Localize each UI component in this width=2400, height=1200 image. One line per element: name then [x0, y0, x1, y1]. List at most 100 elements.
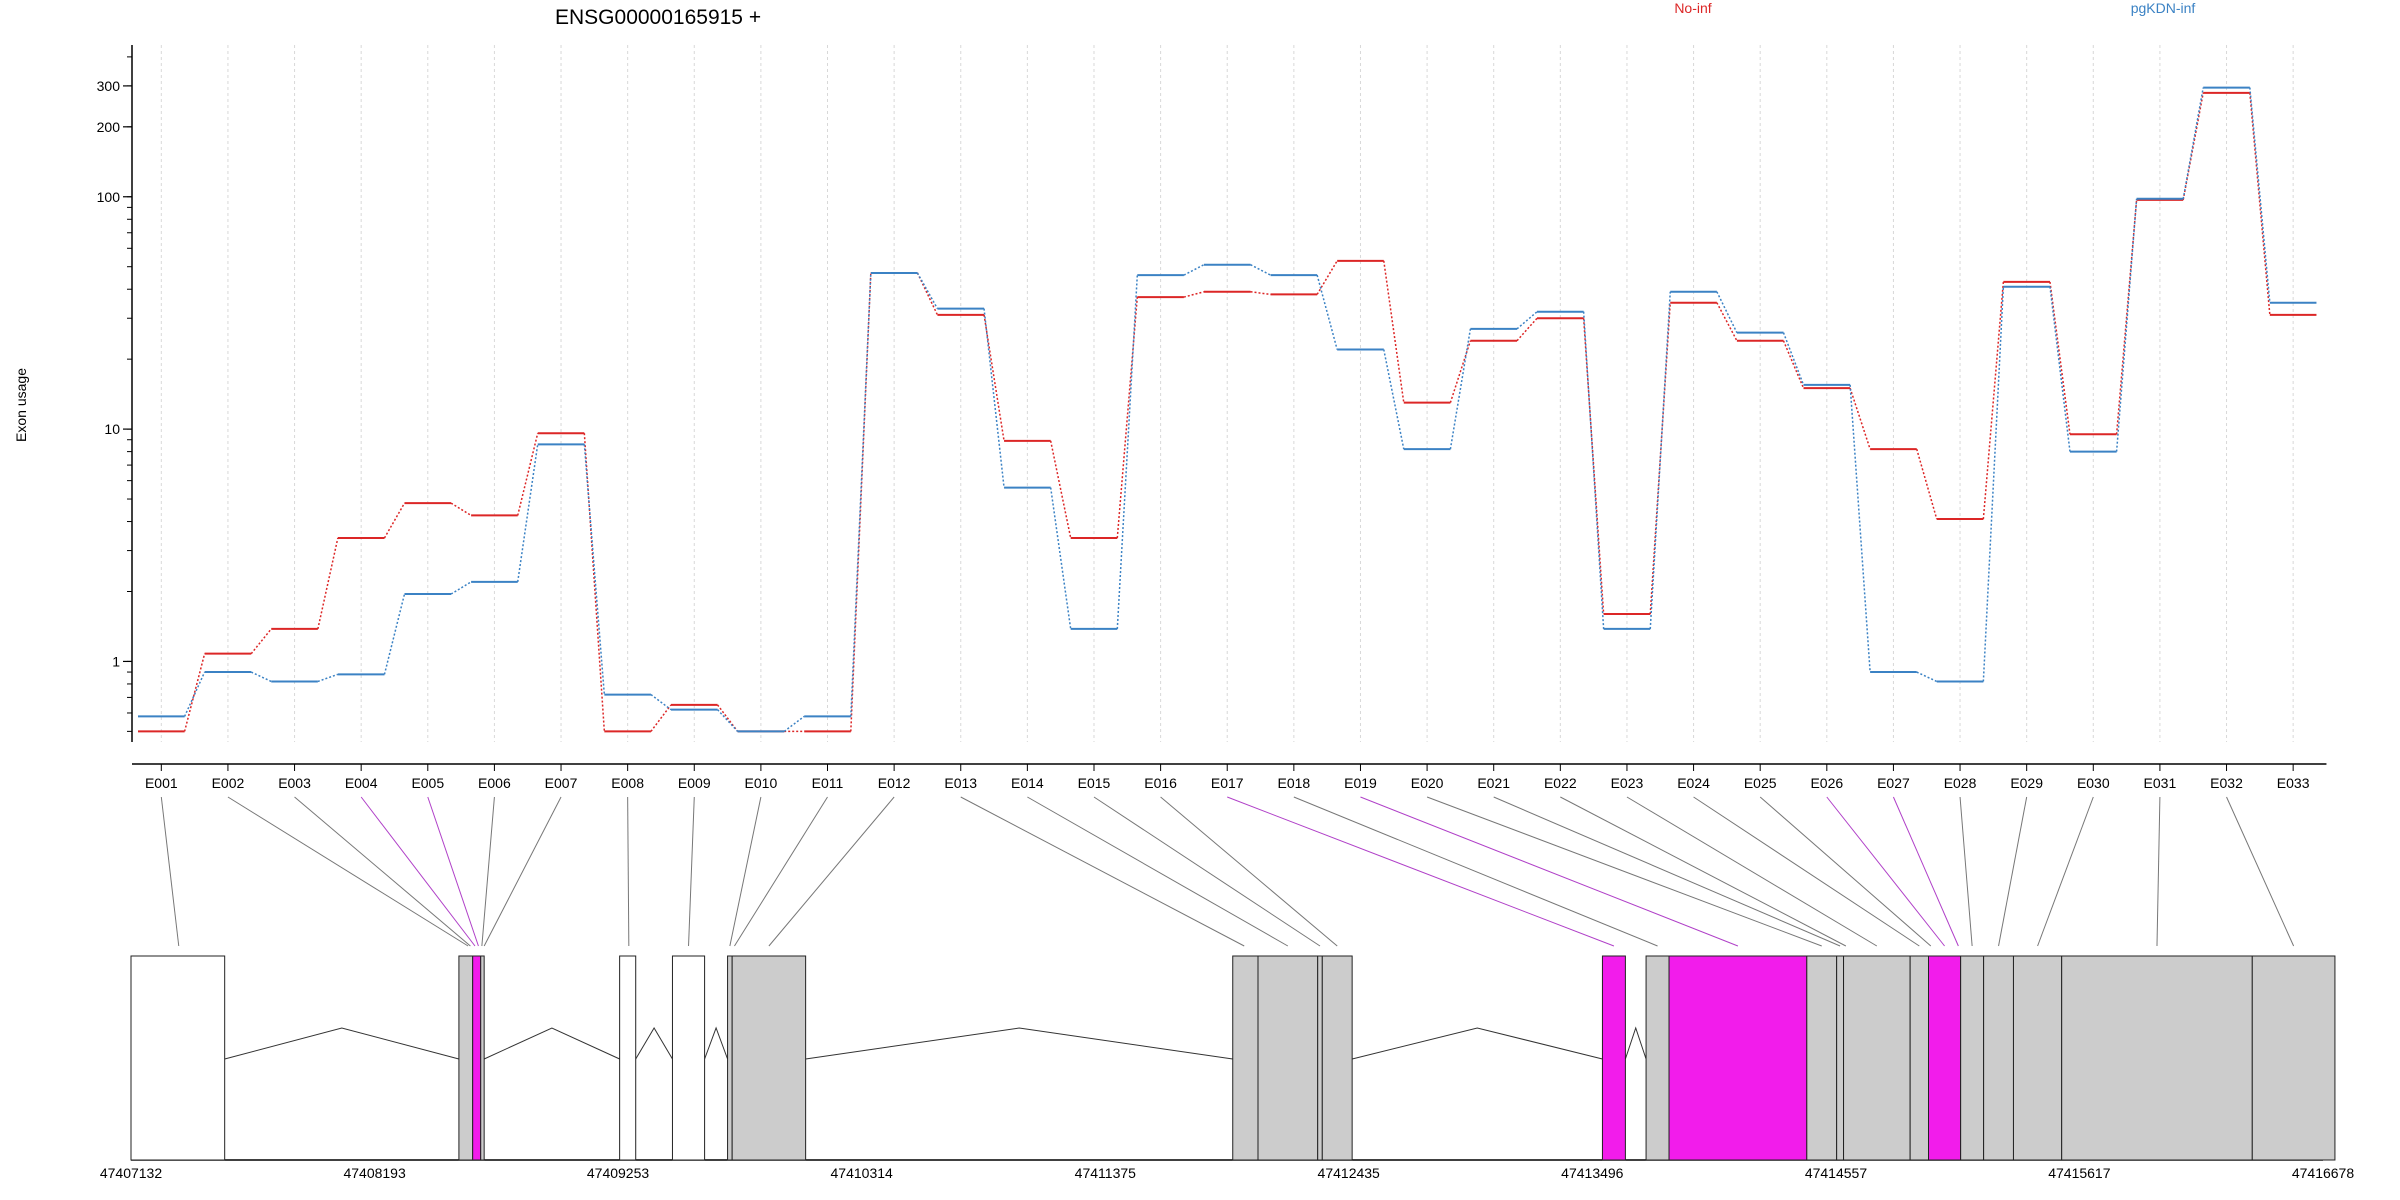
- exon-box: [1843, 955, 1911, 1161]
- exon-link-line: [427, 796, 479, 947]
- exon-link-line: [1693, 796, 1920, 947]
- exon-box: [1601, 955, 1626, 1161]
- series-connector: [1916, 448, 1938, 520]
- series-connector: [1516, 311, 1538, 330]
- exon-link-line: [1160, 796, 1338, 947]
- exon-box: [671, 955, 706, 1161]
- series-connector: [650, 693, 672, 711]
- exon-box: [2012, 955, 2063, 1161]
- genomic-tick-label: 47413496: [1561, 1165, 1624, 1181]
- series-connector: [450, 581, 472, 595]
- series-connector: [317, 537, 339, 630]
- series-connector: [916, 272, 939, 309]
- x-tick-label-e014: E014: [1011, 775, 1044, 791]
- legend-label-no-inf: No-inf: [1674, 0, 1711, 16]
- series-connector: [1916, 671, 1938, 683]
- x-tick-label-e020: E020: [1411, 775, 1444, 791]
- series-connector: [716, 704, 739, 732]
- x-tick-label-e017: E017: [1211, 775, 1244, 791]
- intron-line: [1352, 1027, 1603, 1060]
- genomic-tick-label: 47407132: [100, 1165, 163, 1181]
- series-connector: [650, 704, 672, 732]
- genomic-tick-label: 47409253: [587, 1165, 650, 1181]
- exon-box: [727, 955, 733, 1161]
- intron-line: [635, 1027, 673, 1060]
- exon-box: [458, 955, 474, 1161]
- series-connector: [916, 272, 939, 316]
- exon-box: [1928, 955, 1962, 1161]
- series-connector: [2249, 92, 2271, 316]
- series-connector: [1849, 384, 1871, 673]
- exon-box: [1806, 955, 1838, 1161]
- exon-link-line: [1759, 796, 1932, 947]
- series-connector: [983, 314, 1005, 441]
- exon-box: [1668, 955, 1808, 1161]
- intron-line: [1624, 1026, 1647, 1060]
- exon-link-line: [1227, 796, 1615, 947]
- exon-box: [2251, 955, 2336, 1161]
- exon-link-line: [688, 796, 695, 947]
- exon-link-line: [768, 796, 895, 947]
- series-connector: [383, 502, 406, 539]
- series-connector: [583, 444, 606, 695]
- x-tick-label-e015: E015: [1078, 775, 1111, 791]
- series-connector: [1582, 318, 1605, 615]
- plot-axes: 1 10 100 200 300 E001 E002 E003 E004 E005 E006 E007…: [97, 45, 2327, 791]
- x-tick-label-e021: E021: [1477, 775, 1510, 791]
- genomic-tick-label: 47416678: [2292, 1165, 2355, 1181]
- x-tick-label-e009: E009: [678, 775, 711, 791]
- series-connector: [1849, 387, 1871, 450]
- exon-box: [731, 955, 807, 1161]
- exon-link-line: [627, 796, 630, 947]
- intron-line: [483, 1027, 620, 1060]
- exon-box: [1317, 955, 1323, 1161]
- y-tick-label: 200: [97, 119, 121, 135]
- plot-series: [138, 86, 2317, 733]
- series-connector: [1250, 264, 1271, 276]
- exon-link-line: [1998, 796, 2028, 947]
- exon-link-line: [960, 796, 1245, 947]
- x-tick-label-e016: E016: [1144, 775, 1177, 791]
- x-tick-label-e023: E023: [1611, 775, 1644, 791]
- y-axis-label: Exon usage: [13, 368, 29, 442]
- x-tick-label-e004: E004: [345, 775, 378, 791]
- exon-box: [1960, 955, 1985, 1161]
- series-connector: [183, 671, 206, 717]
- exon-link-line: [2156, 796, 2161, 947]
- exon-link-line: [2226, 796, 2295, 947]
- x-tick-label-e032: E032: [2210, 775, 2243, 791]
- x-tick-label-e005: E005: [411, 775, 444, 791]
- exon-link-line: [1560, 796, 1847, 947]
- series-pgkdn-inf: [138, 86, 2317, 733]
- series-connector: [2249, 87, 2271, 303]
- chart-title: ENSG00000165915 +: [555, 6, 761, 29]
- series-connector: [1316, 274, 1338, 350]
- intron-line: [704, 1026, 729, 1060]
- exon-link-line: [2037, 796, 2094, 947]
- series-connector: [1449, 328, 1472, 450]
- exon-link-line: [227, 796, 469, 947]
- x-tick-label-e001: E001: [145, 775, 178, 791]
- exon-link-line: [294, 796, 471, 947]
- x-tick-label-e030: E030: [2077, 775, 2110, 791]
- x-tick-label-e012: E012: [878, 775, 911, 791]
- exon-box: [619, 955, 637, 1161]
- series-connector: [717, 709, 739, 732]
- exon-box: [1909, 955, 1930, 1161]
- genomic-tick-label: 47414557: [1805, 1165, 1868, 1181]
- exon-link-line: [1027, 796, 1289, 947]
- y-tick-label: 1: [112, 653, 120, 669]
- series-connector: [2182, 87, 2204, 199]
- exon-link-lines: [160, 796, 2295, 947]
- exon-link-line: [729, 796, 762, 947]
- exon-link-line: [1892, 796, 1959, 947]
- series-connector: [850, 272, 872, 717]
- exon-link-line: [1959, 796, 1973, 947]
- exon-box: [1983, 955, 2014, 1161]
- y-tick-label: 10: [104, 421, 120, 437]
- series-connector: [1782, 332, 1805, 386]
- x-tick-label-e007: E007: [545, 775, 578, 791]
- plot-gridlines: [160, 45, 2294, 742]
- exon-box: [472, 955, 482, 1161]
- intron-line: [224, 1027, 460, 1060]
